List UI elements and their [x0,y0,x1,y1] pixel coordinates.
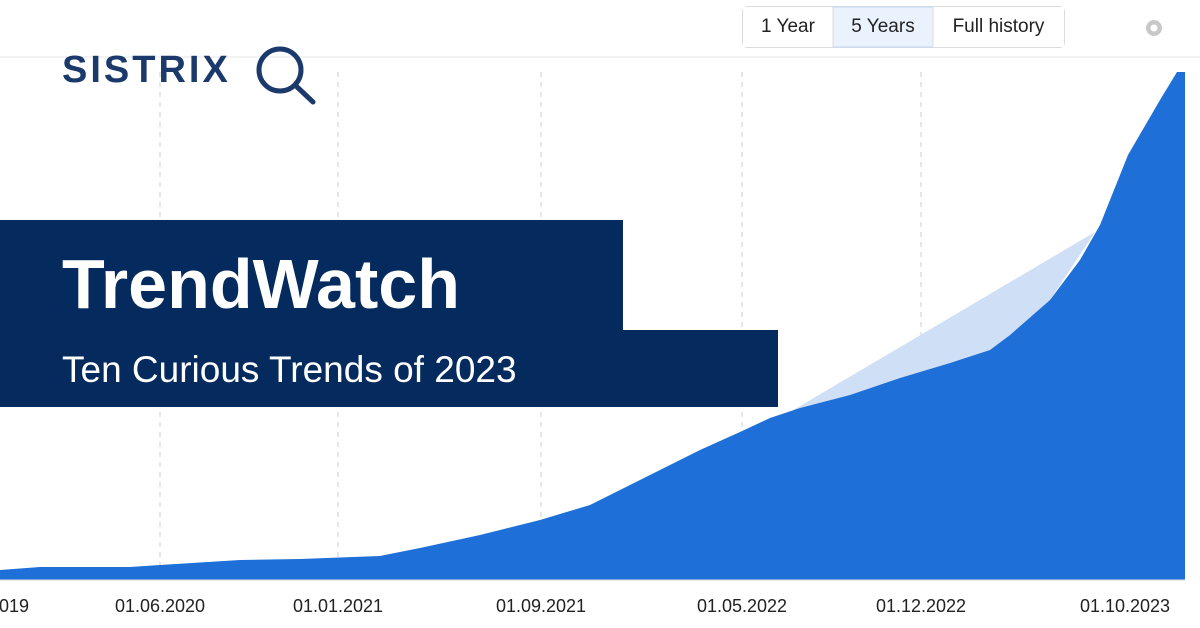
x-axis-label: 01.09.2021 [496,596,586,616]
range-button-label: Full history [953,16,1045,37]
logo-icon [256,46,316,105]
x-axis-label: 01.05.2022 [697,596,787,616]
title-box [0,220,623,332]
comparison-area [790,232,1095,412]
x-axis-label: 01.06.2020 [115,596,205,616]
x-axis-label: 01.10.2023 [1080,596,1170,616]
x-axis-label: 019 [0,596,29,616]
range-button-label: 1 Year [761,16,816,37]
range-button-bg [743,7,833,47]
range-button[interactable]: 1 Year [743,7,833,47]
logo-text: SISTRIX [62,49,231,91]
settings-icon[interactable] [1146,20,1162,36]
trend-area [0,72,1185,580]
banner-title: TrendWatch [62,245,460,323]
banner-subtitle: Ten Curious Trends of 2023 [62,349,517,390]
range-button-bg [933,7,1064,47]
range-selector: 1 Year 5 Years Full history [742,6,1065,48]
range-button[interactable]: 5 Years [832,6,934,48]
subtitle-box [0,330,778,407]
range-button-label: 5 Years [851,16,914,37]
range-button[interactable]: Full history [932,7,1064,47]
x-axis-label: 01.01.2021 [293,596,383,616]
x-axis-labels: 019 01.06.2020 01.01.2021 01.09.2021 01.05.2… [0,596,1170,616]
x-axis-label: 01.12.2022 [876,596,966,616]
